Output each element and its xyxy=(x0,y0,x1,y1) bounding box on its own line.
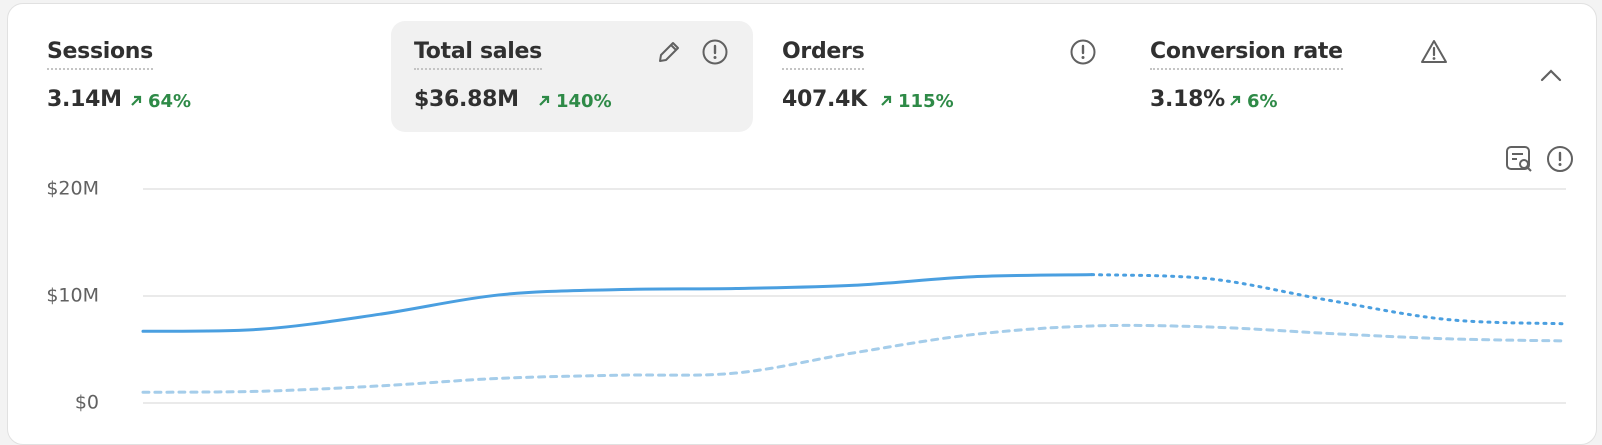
metric-value: $36.88M xyxy=(414,87,519,112)
metric-title: Total sales xyxy=(414,39,542,70)
metric-change: 115% xyxy=(898,91,954,112)
metric-title: Sessions xyxy=(47,39,153,70)
chart-details-icon[interactable] xyxy=(1503,143,1535,175)
metric-tab[interactable]: Orders 407.4K 115% xyxy=(759,21,1121,132)
metric-title: Orders xyxy=(782,39,865,70)
edit-icon[interactable] xyxy=(654,37,684,67)
y-tick-label: $10M xyxy=(46,285,99,307)
y-tick-label: $20M xyxy=(46,178,99,200)
series-line xyxy=(1090,273,1568,326)
metric-value: 407.4K xyxy=(782,87,867,112)
metric-change: 64% xyxy=(148,91,192,112)
info-icon[interactable] xyxy=(1545,144,1575,174)
info-icon[interactable] xyxy=(1068,37,1098,67)
up-arrow-icon xyxy=(1230,95,1241,106)
metric-change: 6% xyxy=(1247,91,1278,112)
metric-value: 3.18% xyxy=(1150,87,1225,112)
info-icon[interactable] xyxy=(700,37,730,67)
metrics-card: Sessions 3.14M 64% Total sales $36.88M 1… xyxy=(7,3,1597,445)
y-tick-label: $0 xyxy=(75,392,99,414)
metric-change: 140% xyxy=(556,91,612,112)
collapse-chevron[interactable] xyxy=(1538,66,1564,86)
warning-icon[interactable] xyxy=(1419,37,1449,67)
page: Sessions 3.14M 64% Total sales $36.88M 1… xyxy=(7,3,1597,445)
chart: $0 $10M $20M xyxy=(46,178,1568,414)
up-arrow-icon xyxy=(131,95,142,106)
up-arrow-icon xyxy=(539,95,550,106)
metric-value: 3.14M xyxy=(47,87,122,112)
metric-tab[interactable]: Sessions 3.14M 64% xyxy=(24,21,386,132)
series-line xyxy=(141,323,1568,394)
up-arrow-icon xyxy=(881,95,892,106)
metric-title: Conversion rate xyxy=(1150,39,1343,70)
metric-tab[interactable]: Conversion rate 3.18% 6% xyxy=(1127,21,1489,132)
metric-tab-selected[interactable]: Total sales $36.88M 140% xyxy=(391,21,753,132)
series-line xyxy=(141,273,1094,333)
